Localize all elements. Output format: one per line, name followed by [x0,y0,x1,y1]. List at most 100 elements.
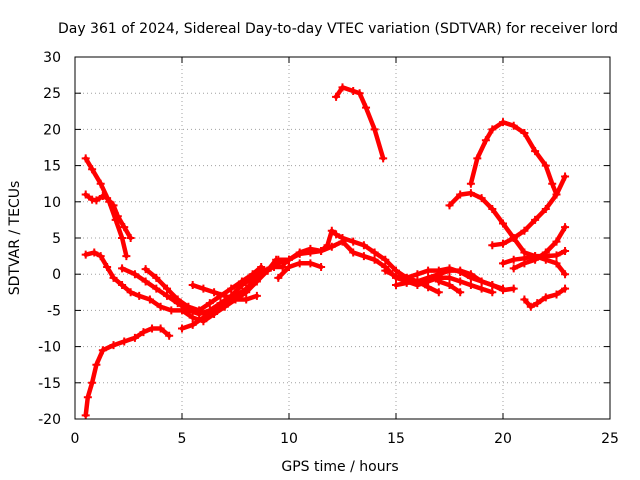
data-point-marker [103,194,112,203]
data-point-marker [242,295,251,304]
data-point-marker [98,346,107,355]
data-point-marker [130,270,139,279]
data-point-marker [332,92,341,101]
data-point-marker [210,288,219,297]
data-point-marker [481,136,490,145]
data-point-marker [531,147,540,156]
data-point-marker [109,201,118,210]
data-point-marker [252,273,261,282]
data-point-marker [381,255,390,264]
data-point-marker [81,190,90,199]
series-arc-10 [265,239,495,295]
data-point-marker [456,288,465,297]
data-point-marker [306,244,315,253]
data-point-marker [98,192,107,201]
series-arc-6 [143,264,264,313]
data-point-marker [349,237,358,246]
data-point-marker [118,234,127,242]
data-point-marker [509,284,518,293]
data-point-marker [81,250,90,259]
data-point-marker [156,324,165,333]
data-point-marker [139,328,148,337]
data-point-marker [552,251,561,260]
data-point-marker [109,341,118,350]
data-point-marker [327,242,336,251]
y-tick-label: -5 [47,303,61,319]
data-point-marker [434,277,443,286]
data-point-marker [317,247,326,256]
data-point-marker [533,299,542,308]
x-tick-label: 20 [494,431,512,447]
y-tick-label: -20 [38,412,61,428]
data-point-marker [541,293,550,302]
data-point-marker [252,291,261,300]
data-point-marker [96,252,105,261]
data-point-marker [173,295,182,304]
series-arc-16 [468,119,559,197]
data-point-marker [205,299,214,308]
series-arc-11 [333,85,386,161]
data-point-marker [141,277,150,286]
y-tick-label: 20 [43,122,61,138]
data-point-marker [541,248,550,257]
data-point-marker [274,255,283,264]
data-point-marker [122,252,131,261]
data-point-marker [499,259,507,268]
data-point-marker [413,277,422,286]
data-point-marker [561,270,570,279]
data-point-marker [424,283,433,292]
data-point-marker [473,154,482,163]
data-point-marker [220,291,229,300]
data-point-marker [141,265,150,274]
data-point-marker [548,179,557,188]
data-point-marker [120,337,129,346]
data-point-marker [145,295,154,304]
data-point-marker [434,266,443,275]
data-point-marker [520,295,529,304]
data-point-marker [355,89,364,98]
data-point-marker [370,255,379,264]
data-point-marker [285,255,293,264]
y-tick-label: -15 [38,376,61,392]
data-point-marker [488,281,497,290]
data-point-marker [130,333,139,342]
data-point-marker [456,268,465,277]
data-point-marker [466,273,475,282]
data-point-marker [92,360,101,369]
data-point-marker [163,284,172,293]
data-point-marker [520,226,529,235]
data-point-marker [477,284,486,293]
data-point-marker [135,291,144,300]
data-point-marker [88,165,97,174]
data-point-marker [88,378,97,387]
data-point-marker [445,273,454,282]
data-point-marker [195,306,204,315]
data-point-marker [81,154,90,163]
data-point-marker [531,215,540,224]
data-point-marker [103,262,112,271]
data-point-marker [477,277,486,286]
data-point-marker [509,234,518,242]
data-point-marker [499,286,507,295]
chart-title: Day 361 of 2024, Sidereal Day-to-day VTE… [58,21,618,37]
data-point-marker [242,284,251,293]
data-point-marker [83,393,92,402]
data-point-marker [456,190,465,199]
data-point-marker [349,248,358,257]
data-point-marker [338,237,347,246]
data-point-marker [237,277,246,286]
x-tick-label: 0 [71,431,80,447]
data-point-marker [488,205,497,214]
data-point-marker [188,281,197,290]
data-point-marker [163,291,172,300]
data-point-marker [338,83,347,92]
data-point-marker [370,248,379,257]
x-tick-label: 5 [178,431,187,447]
data-point-marker [477,194,486,203]
y-tick-label: 10 [43,195,61,211]
data-point-marker [178,324,186,333]
y-tick-label: 5 [52,231,61,247]
data-point-marker [257,262,266,271]
data-point-marker [263,266,272,275]
data-point-marker [381,266,390,275]
